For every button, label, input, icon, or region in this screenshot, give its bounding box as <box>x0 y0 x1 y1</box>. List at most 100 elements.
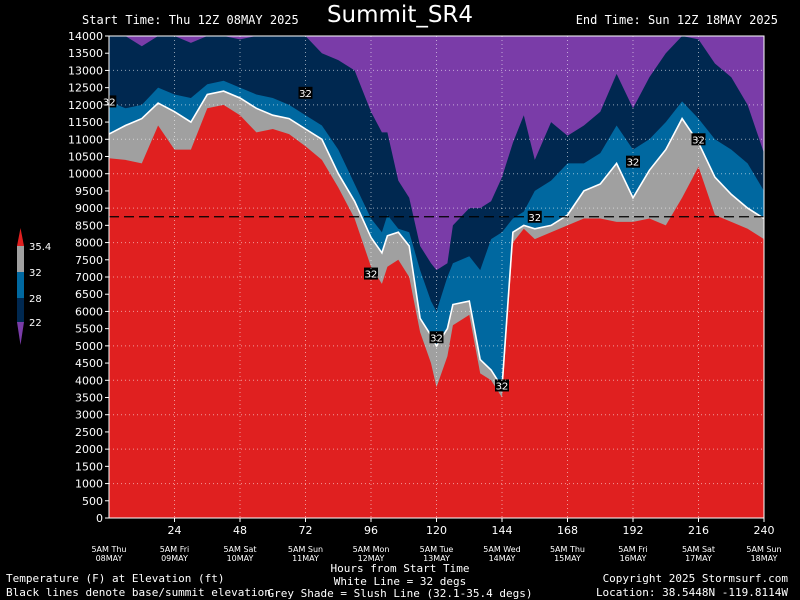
footer-center-1: Hours from Start Time <box>330 562 470 575</box>
x-tick-label: 72 <box>299 524 313 537</box>
y-tick-label: 1000 <box>75 478 103 491</box>
date-label: 18MAY <box>751 554 778 563</box>
y-tick-label: 12500 <box>68 82 103 95</box>
footer-left-1: Temperature (F) at Elevation (ft) <box>6 572 225 585</box>
day-label: 5AM Tue <box>420 545 454 554</box>
band-above-35 <box>109 104 764 519</box>
y-tick-label: 2500 <box>75 426 103 439</box>
legend-swatch-22-28 <box>17 298 24 322</box>
y-tick-label: 2000 <box>75 443 103 456</box>
x-tick-label: 144 <box>492 524 513 537</box>
contour-label-text: 32 <box>365 270 378 281</box>
legend-label: 28 <box>29 294 42 305</box>
x-tick-label: 24 <box>168 524 182 537</box>
date-label: 13MAY <box>423 554 450 563</box>
y-tick-label: 5000 <box>75 340 103 353</box>
y-tick-label: 6500 <box>75 288 103 301</box>
y-tick-label: 4000 <box>75 374 103 387</box>
y-tick-label: 12000 <box>68 99 103 112</box>
day-label: 5AM Fri <box>618 545 648 554</box>
y-tick-label: 7500 <box>75 254 103 267</box>
y-tick-label: 0 <box>96 512 103 525</box>
x-tick-label: 168 <box>557 524 578 537</box>
freezing-line <box>108 90 765 390</box>
legend-arrow-bottom <box>17 322 24 345</box>
y-tick-label: 13000 <box>68 64 103 77</box>
footer-center-2: White Line = 32 degs <box>333 575 467 588</box>
date-label: 15MAY <box>554 554 581 563</box>
footer-center-3: Grey Shade = Slush Line (32.1-35.4 degs) <box>267 587 533 600</box>
y-tick-label: 500 <box>82 495 103 508</box>
legend-swatch-28-32 <box>17 272 24 298</box>
y-tick-label: 1500 <box>75 460 103 473</box>
contour-label-bg <box>495 379 509 392</box>
contour-label-32: 32 <box>527 210 542 224</box>
day-label: 5AM Sun <box>288 545 323 554</box>
contour-label-text: 32 <box>528 213 541 224</box>
y-tick-label: 8500 <box>75 219 103 232</box>
y-tick-label: 11000 <box>68 133 103 146</box>
start-time: Start Time: Thu 12Z 08MAY 2025 <box>82 13 299 27</box>
y-tick-label: 6000 <box>75 305 103 318</box>
contour-label-32: 32 <box>495 379 509 392</box>
contour-label-bg <box>527 210 542 223</box>
x-tick-label: 120 <box>426 524 447 537</box>
date-label: 16MAY <box>620 554 647 563</box>
y-tick-label: 3000 <box>75 409 103 422</box>
contour-label-text: 32 <box>430 333 443 344</box>
day-label: 5AM Thu <box>550 545 585 554</box>
footer-right-2: Location: 38.5448N -119.8114W <box>595 586 788 599</box>
date-label: 11MAY <box>292 554 319 563</box>
contour-label-32: 32 <box>429 331 444 344</box>
y-tick-label: 10000 <box>68 168 103 181</box>
contour-label-bg <box>691 133 706 146</box>
y-tick-label: 9500 <box>75 185 103 198</box>
date-label: 17MAY <box>685 554 712 563</box>
contour-label-32: 32 <box>364 267 378 281</box>
x-tick-label: 48 <box>233 524 247 537</box>
contour-label-text: 32 <box>627 158 640 169</box>
day-label: 5AM Sat <box>682 545 715 554</box>
y-tick-label: 4500 <box>75 357 103 370</box>
contour-label-text: 32 <box>299 89 312 100</box>
day-label: 5AM Thu <box>91 545 126 554</box>
end-time: End Time: Sun 12Z 18MAY 2025 <box>575 13 778 27</box>
day-label: 5AM Wed <box>483 545 520 554</box>
contour-label-text: 32 <box>496 381 509 392</box>
legend-label: 22 <box>29 318 42 329</box>
legend-swatch-slush <box>17 246 24 272</box>
y-tick-label: 13500 <box>68 47 103 60</box>
y-tick-label: 3500 <box>75 392 103 405</box>
y-tick-label: 10500 <box>68 151 103 164</box>
legend-label: 32 <box>29 268 42 279</box>
color-legend: 35.4 32 28 22 <box>17 228 51 345</box>
footer-right-1: Copyright 2025 Stormsurf.com <box>602 572 788 585</box>
date-label: 14MAY <box>489 554 516 563</box>
x-tick-label: 240 <box>754 524 775 537</box>
contour-label-32: 32 <box>626 155 640 169</box>
day-label: 5AM Sun <box>746 545 781 554</box>
date-label: 09MAY <box>161 554 188 563</box>
date-label: 08MAY <box>96 554 123 563</box>
legend-label: 35.4 <box>29 242 51 253</box>
contour-label-bg <box>429 331 444 344</box>
day-label: 5AM Sat <box>223 545 256 554</box>
y-tick-label: 11500 <box>68 116 103 129</box>
date-label: 10MAY <box>227 554 254 563</box>
x-tick-label: 216 <box>688 524 709 537</box>
footer-left-2: Black lines denote base/summit elevation <box>6 586 271 599</box>
y-tick-label: 14000 <box>68 30 103 43</box>
day-label: 5AM Fri <box>160 545 190 554</box>
y-tick-label: 8000 <box>75 237 103 250</box>
chart-title: Summit_SR4 <box>326 2 474 28</box>
legend-arrow-top <box>17 228 24 246</box>
y-axis: 0 500 1000 1500 2000 2500 3000 3500 4000 4500 5000… <box>68 30 109 525</box>
day-label: 5AM Mon <box>353 545 390 554</box>
x-tick-label: 96 <box>364 524 378 537</box>
date-label: 12MAY <box>358 554 385 563</box>
y-tick-label: 9000 <box>75 202 103 215</box>
x-tick-label: 192 <box>623 524 644 537</box>
